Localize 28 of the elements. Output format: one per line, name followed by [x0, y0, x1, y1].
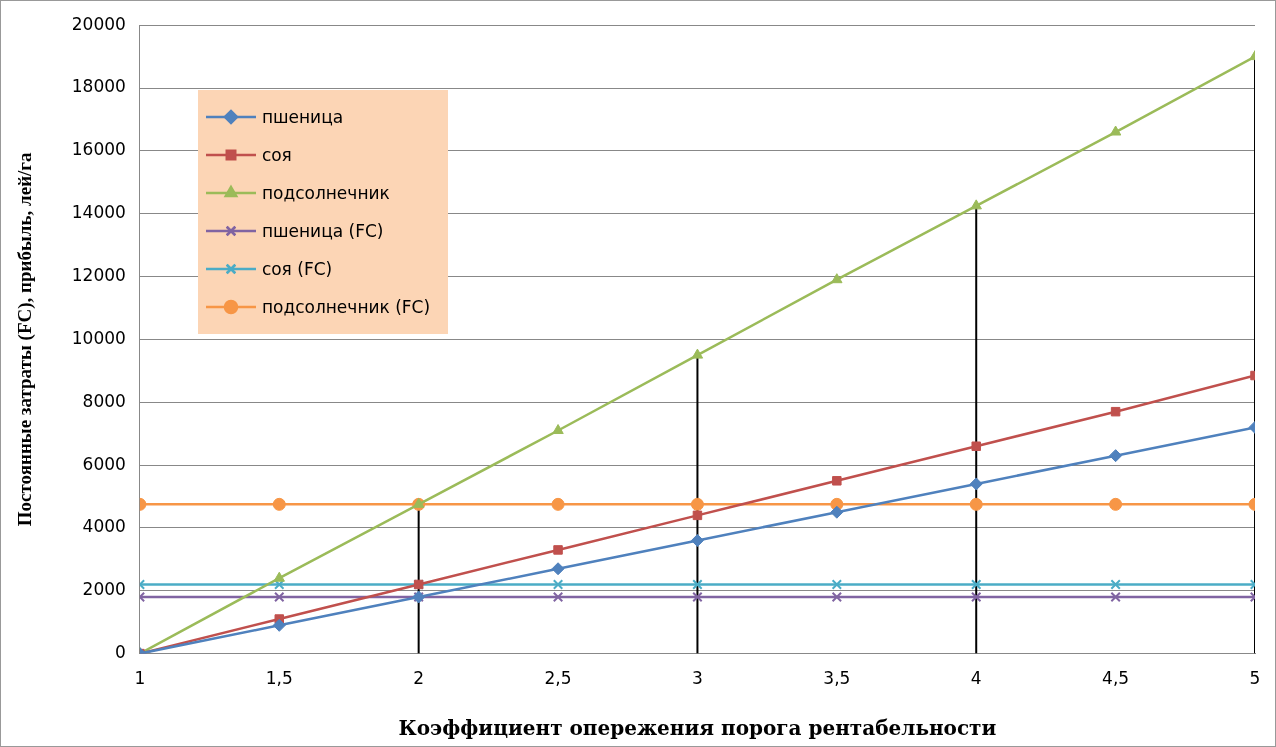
y-tick-label: 6000	[82, 453, 126, 474]
y-tick-label: 20000	[71, 13, 126, 34]
legend-label: пшеница	[261, 107, 344, 128]
y-tick-label: 12000	[71, 264, 126, 285]
x-tick-label: 5	[1249, 668, 1261, 689]
x-tick-label: 1	[134, 668, 146, 689]
x-tick-label: 3	[692, 668, 703, 689]
x-tick-label: 1,5	[265, 668, 293, 689]
x-axis-title: Коэффициент опережения порога рентабельности	[398, 716, 997, 741]
legend-label: соя (FC)	[261, 259, 333, 280]
x-tick-label: 2	[413, 668, 425, 689]
y-tick-label: 4000	[82, 516, 126, 537]
y-tick-label: 18000	[71, 76, 126, 97]
y-tick-label: 10000	[71, 327, 126, 348]
legend-label: пшеница (FC)	[261, 221, 384, 242]
x-tick-label: 4,5	[1102, 668, 1130, 689]
legend-label: подсолнечник	[261, 183, 390, 204]
y-tick-label: 16000	[71, 139, 126, 160]
legend-label: подсолнечник (FC)	[261, 297, 431, 318]
x-tick-label: 3,5	[823, 668, 851, 689]
y-axis-title: Постоянные затраты (FC), прибыль, лей/га	[14, 152, 37, 527]
legend-label: соя	[261, 145, 292, 166]
y-tick-label: 0	[115, 642, 126, 663]
y-tick-label: 14000	[71, 202, 126, 223]
x-tick-label: 2,5	[544, 668, 572, 689]
y-tick-label: 8000	[82, 390, 126, 411]
y-tick-label: 2000	[82, 579, 126, 600]
x-tick-label: 4	[970, 668, 982, 689]
